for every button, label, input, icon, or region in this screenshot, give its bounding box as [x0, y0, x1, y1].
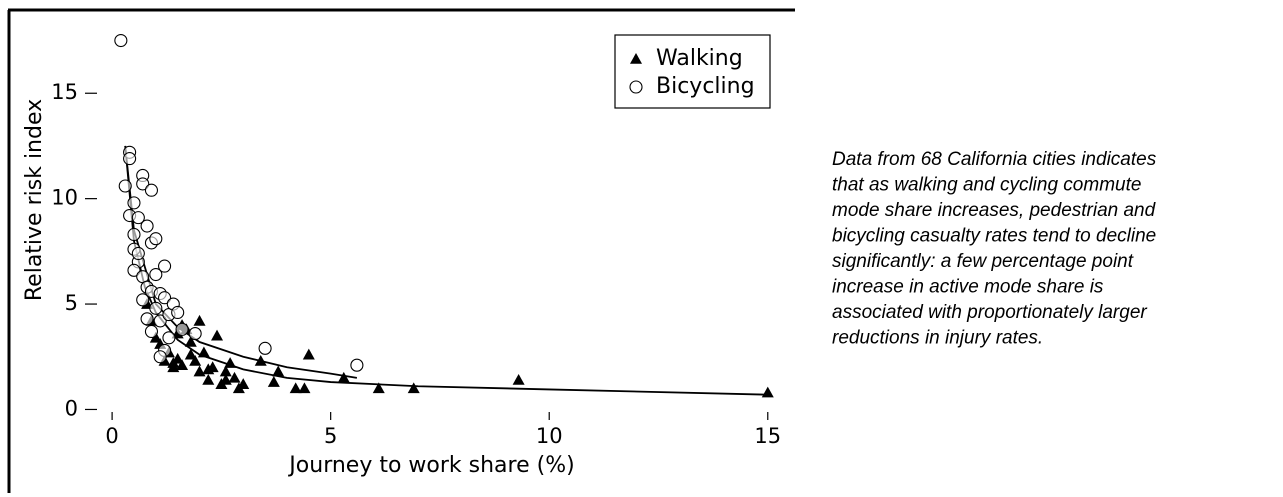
legend-marker	[630, 53, 642, 64]
point	[149, 331, 162, 343]
point	[219, 373, 232, 385]
note-line: reductions in injury rates.	[832, 328, 1043, 349]
x-tick-label: 15	[754, 424, 781, 448]
note-line: significantly: a few percentage point	[832, 251, 1134, 272]
point	[171, 305, 185, 320]
point	[123, 152, 137, 166]
point	[144, 183, 159, 197]
point	[337, 371, 350, 383]
y-tick-label: 10	[51, 186, 78, 210]
note-line: increase in active mode share is	[832, 277, 1104, 298]
point	[302, 348, 315, 360]
point	[211, 329, 224, 341]
point	[118, 179, 132, 193]
point	[197, 346, 210, 358]
x-tick-label: 5	[324, 424, 337, 448]
y-axis-label: Relative risk index	[22, 99, 47, 301]
point	[228, 371, 241, 383]
point	[289, 382, 302, 394]
x-tick-label: 0	[105, 424, 118, 448]
note-line: that as walking and cycling commute	[832, 175, 1141, 196]
point	[267, 376, 280, 387]
point	[140, 219, 154, 233]
point	[193, 365, 206, 377]
point	[149, 232, 163, 246]
note-line: mode share increases, pedestrian and	[832, 200, 1157, 221]
point	[167, 357, 180, 368]
point	[193, 314, 206, 326]
y-tick-label: 0	[65, 396, 78, 420]
note-line: Data from 68 California cities indicates	[832, 149, 1157, 170]
point	[254, 354, 267, 366]
note-line: associated with proportionately larger	[832, 302, 1147, 323]
point	[144, 324, 159, 339]
point	[127, 196, 141, 210]
point	[202, 373, 215, 385]
point	[149, 301, 163, 315]
point	[153, 350, 167, 364]
point	[189, 354, 202, 366]
point	[131, 211, 145, 225]
point	[350, 358, 364, 372]
y-tick-label: 15	[51, 80, 78, 104]
y-tick-label: 5	[65, 291, 78, 315]
point	[175, 322, 189, 336]
legend-label: Bicycling	[656, 74, 755, 99]
point	[184, 336, 197, 347]
point	[162, 331, 176, 345]
point	[224, 357, 237, 368]
x-axis-label: Journey to work share (%)	[287, 453, 574, 478]
point	[258, 341, 272, 355]
x-tick-label: 10	[536, 424, 563, 448]
point	[176, 359, 189, 370]
point	[140, 312, 154, 326]
note-line: bicycling casualty rates tend to decline	[832, 226, 1156, 247]
point	[127, 263, 141, 277]
point	[298, 382, 311, 394]
point	[202, 363, 215, 375]
point	[153, 314, 167, 328]
point	[149, 267, 163, 282]
legend-label: Walking	[656, 46, 743, 71]
point	[114, 33, 128, 48]
point	[272, 365, 285, 377]
point	[136, 293, 150, 307]
point	[127, 227, 141, 242]
point	[158, 291, 172, 305]
legend-marker	[629, 80, 643, 94]
point	[219, 365, 232, 377]
point	[232, 382, 245, 394]
point	[372, 382, 385, 394]
point	[131, 246, 145, 261]
point	[188, 327, 202, 341]
point	[407, 382, 420, 394]
point	[158, 259, 172, 273]
point	[512, 373, 525, 385]
point	[136, 177, 150, 191]
point	[184, 348, 197, 360]
note: Data from 68 California cities indicates…	[832, 149, 1157, 349]
legend-box	[614, 34, 771, 109]
point	[761, 386, 774, 398]
